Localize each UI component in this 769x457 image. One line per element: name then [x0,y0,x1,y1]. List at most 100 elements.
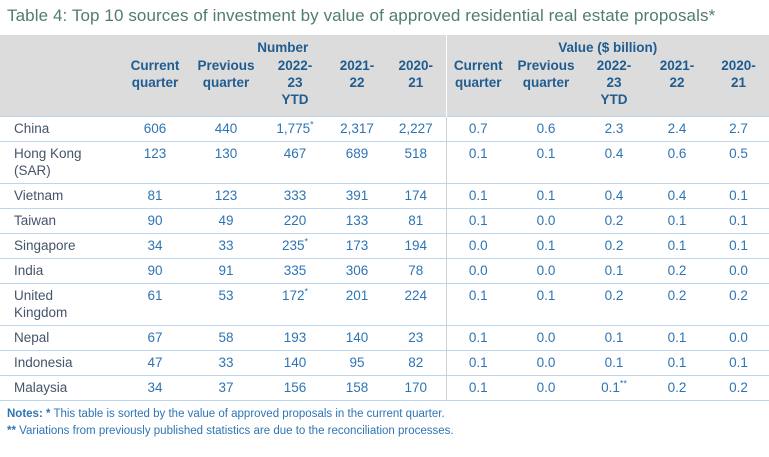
value-cell: 0.5 [729,146,748,162]
number-cell: 201 [345,288,369,304]
number-cell: 123 [143,146,167,162]
number-cell: 34 [147,238,163,254]
number-cell: 194 [404,238,428,254]
number-cell: 2,227 [398,121,433,137]
value-cell: 0.0 [729,263,748,279]
number-cell: 133 [345,213,369,229]
value-cell: 0.1 [604,330,624,346]
country-cell: Indonesia [0,351,120,376]
value-cell: 0.6 [536,121,556,137]
value-cell: 0.2 [729,288,748,304]
country-cell: China [0,117,120,142]
value-cell: 0.1 [445,375,510,401]
value-cell: 0.4 [604,146,624,162]
value-cell: 0.2 [604,238,624,254]
table-row: India 90 91 335 306 78 0.0 0.0 0.1 0.2 0.0 [0,258,769,284]
value-cell: 0.2 [667,288,687,304]
value-cell: 0.1 [667,330,687,346]
table-row: Singapore 34 33 235* 173 194 0.0 0.1 0.2 0.1 0.1 [0,233,769,259]
country-cell: India [0,259,120,284]
value-cell: 0.2 [604,213,624,229]
country-label: Vietnam [14,188,64,204]
value-cell: 2.3 [604,121,624,137]
number-cell: 220 [283,213,307,229]
value-cell: 0.1 [604,355,624,371]
country-label: China [14,121,50,137]
table-row: Malaysia 34 37 156 158 170 0.1 0.0 0.1** 0.2 0.2 [0,375,769,401]
number-cell: 33 [218,355,234,371]
number-cell: 123 [214,188,238,204]
value-cell: 0.1 [667,238,687,254]
note-sorted-by-value: Notes: * This table is sorted by the val… [7,408,445,421]
value-cell: 0.1 [445,208,510,234]
country-cell: Nepal [0,326,120,351]
country-label: Nepal [14,330,50,346]
table-row: Nepal 67 58 193 140 23 0.1 0.0 0.1 0.1 0.0 [0,325,769,351]
table-notes: Notes: * This table is sorted by the val… [0,401,769,438]
table-title: Table 4: Top 10 sources of investment by… [7,6,716,25]
value-cell: 0.1 [667,355,687,371]
value-cell: 0.1 [445,283,510,326]
country-label: Indonesia [14,355,73,371]
number-cell: 224 [404,288,428,304]
number-cell: 140 [345,330,369,346]
value-cell: 0.1 [604,263,624,279]
country-cell: Vietnam [0,184,120,209]
note-reconciliation: ** Variations from previously published … [7,424,454,437]
value-cell: 0.1 [536,238,556,254]
value-cell: 0.0 [729,330,748,346]
number-cell: 34 [147,380,163,396]
number-cell: 1,775* [276,119,314,137]
number-cell: 78 [408,263,424,279]
table-row: China 606 440 1,775* 2,317 2,227 0.7 0.6 2.3 2.4 2… [0,116,769,142]
col-number-2022-23-ytd: 2022- 23 YTD [262,54,328,117]
value-cell: 0.2 [729,380,748,396]
number-cell: 335 [283,263,307,279]
value-cell: 0.1 [729,238,748,254]
number-cell: 81 [408,213,424,229]
investment-sources-table: Number Value ($ billion) Current quarter… [0,34,769,402]
table-header: Number Value ($ billion) Current quarter… [0,34,769,117]
number-cell: 440 [214,121,238,137]
value-cell: 0.2 [604,288,624,304]
number-cell: 130 [214,146,238,162]
number-cell: 235* [281,236,309,254]
value-cell: 0.4 [604,188,624,204]
col-number-2021-22: 2021- 22 [328,54,386,117]
value-cell: 0.0 [536,213,556,229]
number-cell: 689 [345,146,369,162]
table-row: Indonesia 47 33 140 95 82 0.1 0.0 0.1 0.1 0.1 [0,350,769,376]
number-cell: 158 [345,380,369,396]
number-cell: 606 [143,121,167,137]
number-cell: 81 [147,188,163,204]
number-cell: 170 [404,380,428,396]
country-cell: Hong Kong (SAR) [0,142,120,184]
number-cell: 391 [345,188,369,204]
number-cell: 333 [283,188,307,204]
col-number-current-quarter: Current quarter [120,54,190,117]
group-header-value: Value ($ billion) [445,34,769,55]
number-cell: 91 [218,263,234,279]
table-row: United Kingdom 61 53 172* 201 224 0.1 0.1 0.2 0.2… [0,283,769,326]
number-cell: 172* [281,286,309,304]
value-cell: 0.1 [445,350,510,376]
group-header-row: Number Value ($ billion) [0,34,769,55]
country-label: Malaysia [14,380,68,396]
table-row: Taiwan 90 49 220 133 81 0.1 0.0 0.2 0.1 0.1 [0,208,769,234]
country-column-header [0,34,120,55]
country-cell: Taiwan [0,209,120,234]
number-cell: 37 [218,380,234,396]
value-cell: 0.1 [536,146,556,162]
col-value-current-quarter: Current quarter [445,54,510,117]
value-cell: 0.6 [667,146,687,162]
country-column-header [0,54,120,117]
value-cell: 0.0 [445,233,510,259]
country-label: United Kingdom [14,288,68,321]
footnote-marker: * [310,119,314,130]
country-cell: Malaysia [0,376,120,401]
number-cell: 174 [404,188,428,204]
table-row: Vietnam 81 123 333 391 174 0.1 0.1 0.4 0.4 0.1 [0,183,769,209]
country-label: Taiwan [14,213,57,229]
footnote-marker: * [304,236,309,247]
